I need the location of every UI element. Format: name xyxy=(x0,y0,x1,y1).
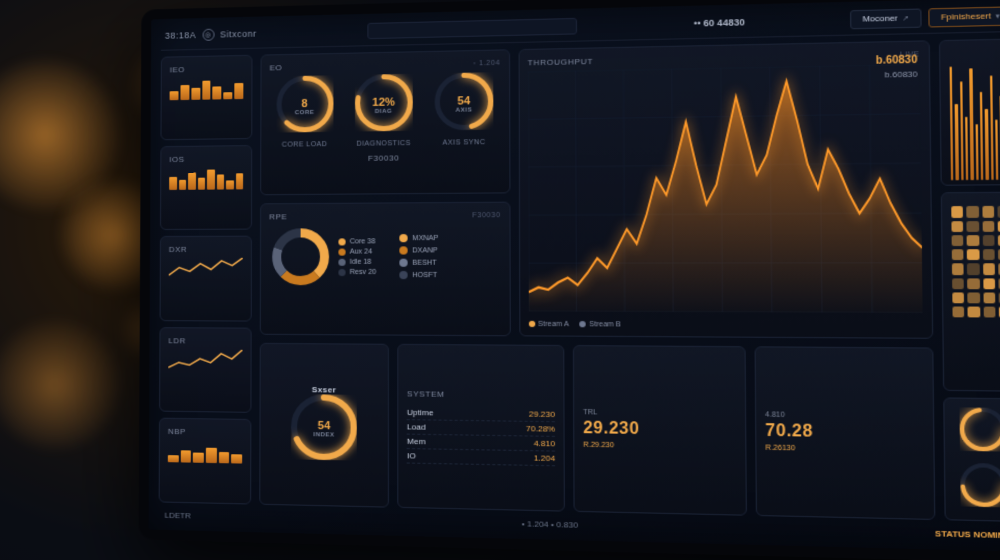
pill-DXANP[interactable]: DXANP xyxy=(399,246,501,254)
gauges-tag: ◦ 1.204 xyxy=(473,60,500,68)
gauge-0[interactable]: 8CORECORE LOAD xyxy=(269,75,339,149)
sidebar-mini-3[interactable]: LDR xyxy=(159,327,252,413)
monitor-frame: 38:18A ◎ Sitxconr •• 60 44830 Moconer ↗ … xyxy=(139,0,1000,560)
donut-legend: Core 38Aux 24Idle 18Resv 20 xyxy=(338,238,376,276)
metric-b-value: 70.28 xyxy=(765,422,924,444)
brand-icon: ◎ xyxy=(202,28,214,40)
score-title: Sxser xyxy=(312,385,336,394)
footer-mid: • 1.204 • 0.830 xyxy=(522,519,578,530)
header-buttons: Moconer ↗ Fpinishesert ▾ xyxy=(850,6,1000,29)
stats-title: SYSTEM xyxy=(407,389,445,399)
brand-block: 38:18A ◎ Sitxconr xyxy=(165,27,257,41)
metric-b-label: 4.810 xyxy=(765,411,924,421)
donut-box: Core 38Aux 24Idle 18Resv 20 xyxy=(269,225,391,288)
sidebar-mini-0[interactable]: IEO xyxy=(160,55,252,141)
breakdown-panel: RPE F30030 Core 38Aux 24Idle 18Resv 20 M… xyxy=(260,202,511,337)
gauge-1[interactable]: 12%DIAGDIAGNOSTICS xyxy=(348,74,419,148)
arrow-icon: ↗ xyxy=(902,14,909,23)
category-pills: MXNAP DXANP BESHT HOSFT xyxy=(399,224,501,288)
pill-MXNAP[interactable]: MXNAP xyxy=(399,234,501,243)
score-gauge: 54INDEX xyxy=(291,394,357,466)
sidebar-mini-2[interactable]: DXR xyxy=(160,236,252,321)
header-code: 38:18A xyxy=(165,30,196,41)
header-button-1[interactable]: Fpinishesert ▾ xyxy=(928,6,1000,27)
gauge-2[interactable]: 54AXISAXIS SYNC xyxy=(428,72,501,147)
search-input[interactable] xyxy=(367,17,577,38)
footer-left: LDETR xyxy=(165,511,191,521)
metric-a-panel: TRL 29.230 R.29.230 xyxy=(573,345,747,516)
gauges-title: EO xyxy=(270,63,283,72)
metric-a-label: TRL xyxy=(583,408,736,417)
chart-side-stats: b.60830 b.60830 xyxy=(876,52,918,82)
right-rings xyxy=(943,398,1000,522)
left-sidebar: IEOIOSDXRLDRNBP xyxy=(159,55,253,505)
area-chart xyxy=(528,64,923,313)
right-ring-1 xyxy=(960,463,1000,513)
header-button-0-label: Moconer xyxy=(862,13,897,23)
score-panel: Sxser 54INDEX xyxy=(259,343,389,508)
right-sidebar xyxy=(939,38,1000,522)
heatmap-panel xyxy=(941,192,1000,392)
main-chart-panel[interactable]: THROUGHPUT LIVE b.60830 b.60830 Stream A… xyxy=(518,40,933,339)
gauges-row: 8CORECORE LOAD12%DIAGDIAGNOSTICS54AXISAX… xyxy=(269,72,500,149)
gauges-panel: EO ◦ 1.204 8CORECORE LOAD12%DIAGDIAGNOST… xyxy=(260,49,510,195)
sidebar-mini-1[interactable]: IOS xyxy=(160,145,252,230)
dashboard-screen: 38:18A ◎ Sitxconr •• 60 44830 Moconer ↗ … xyxy=(149,0,1000,552)
pill-BESHT[interactable]: BESHT xyxy=(399,259,501,267)
bottom-row: Sxser 54INDEX SYSTEM Uptime29.230Load70.… xyxy=(259,343,935,520)
pill-HOSFT[interactable]: HOSFT xyxy=(399,271,501,279)
brand-name: Sitxconr xyxy=(220,28,257,39)
stats-panel: SYSTEM Uptime29.230Load70.28%Mem4.810IO1… xyxy=(398,344,566,512)
donut-chart xyxy=(269,225,332,288)
header-stat: •• 60 44830 xyxy=(694,16,745,28)
breakdown-sub: F30030 xyxy=(472,212,500,219)
breakdown-title: RPE xyxy=(269,212,287,221)
footer-right: STATUS NOMINAL xyxy=(935,529,1000,541)
chart-legend: Stream AStream B xyxy=(528,321,922,330)
metric-a-big: R.29.230 xyxy=(583,441,736,451)
sidebar-mini-4[interactable]: NBP xyxy=(159,417,252,504)
right-ring-0 xyxy=(959,408,1000,458)
metric-b-panel: 4.810 70.28 R.26130 xyxy=(755,346,936,520)
chevron-down-icon: ▾ xyxy=(996,11,1000,20)
header-button-0[interactable]: Moconer ↗ xyxy=(850,8,922,29)
stat-row: IO1.204 xyxy=(407,449,555,466)
header-button-1-label: Fpinishesert xyxy=(941,11,991,22)
gauges-subtitle: F30030 xyxy=(368,153,399,163)
main-chart-title: THROUGHPUT xyxy=(528,57,594,68)
metric-a-value: 29.230 xyxy=(583,419,736,440)
metric-b-big: R.26130 xyxy=(765,444,924,454)
right-bars xyxy=(939,38,1000,186)
main-grid: IEOIOSDXRLDRNBP EO ◦ 1.204 8CORECORE LOA… xyxy=(159,38,1000,522)
